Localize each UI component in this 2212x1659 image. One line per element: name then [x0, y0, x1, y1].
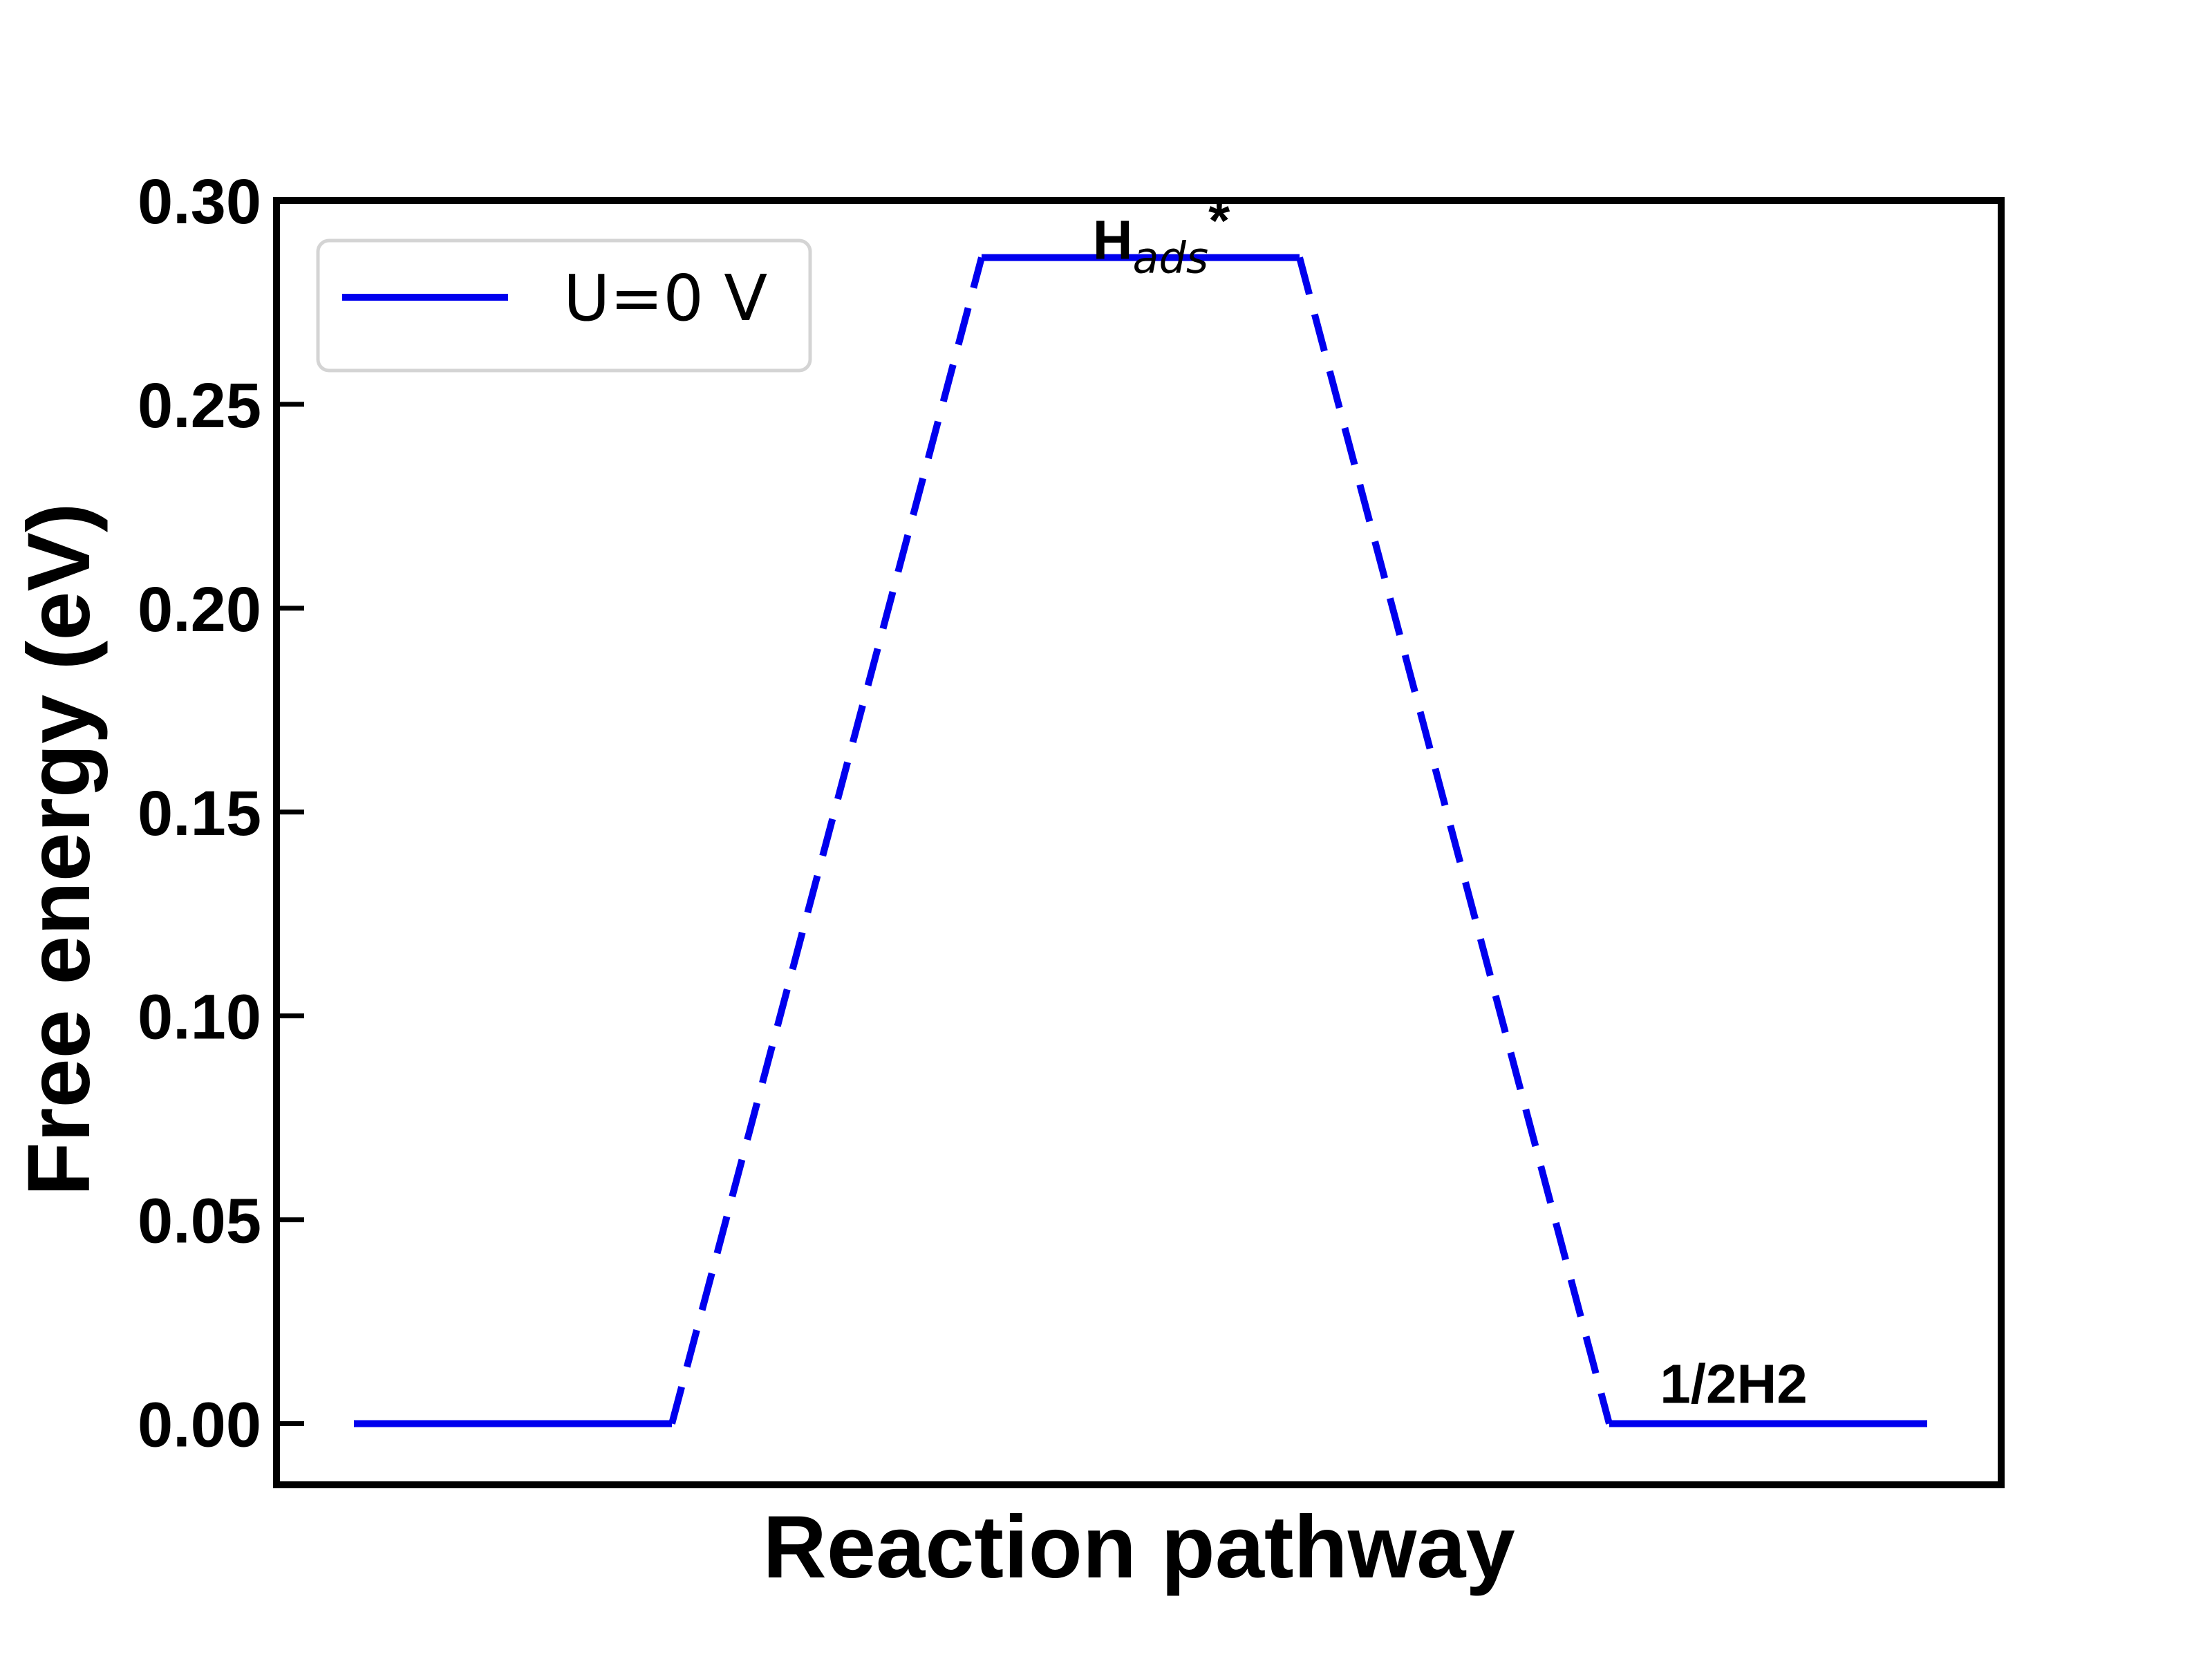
y-tick-label: 0.15	[138, 778, 261, 849]
y-axis-title: Free energy (eV)	[10, 503, 109, 1196]
y-axis-ticks: 0.00 0.05 0.10 0.15 0.20 0.25 0.30	[138, 167, 304, 1461]
transition-connector	[668, 256, 985, 1425]
y-tick-label: 0.30	[138, 167, 261, 237]
y-tick-label: 0.05	[138, 1186, 261, 1257]
series-layer	[354, 254, 1927, 1427]
legend-entry-label: U=0 V	[563, 261, 767, 335]
legend-box	[316, 238, 812, 373]
legend: U=0 V	[316, 238, 812, 373]
x-axis-title: Reaction pathway	[762, 1498, 1515, 1597]
level-annotations: Hads*1/2H2	[1093, 190, 1808, 1415]
y-tick-label: 0.10	[138, 982, 261, 1053]
y-tick-label: 0.20	[138, 574, 261, 645]
plot-frame	[273, 197, 2005, 1488]
y-tick-label: 0.00	[138, 1390, 261, 1461]
y-tick-label: 0.25	[138, 371, 261, 441]
transition-connector	[1296, 256, 1613, 1425]
level-label-half-h2: 1/2H2	[1660, 1353, 1807, 1415]
